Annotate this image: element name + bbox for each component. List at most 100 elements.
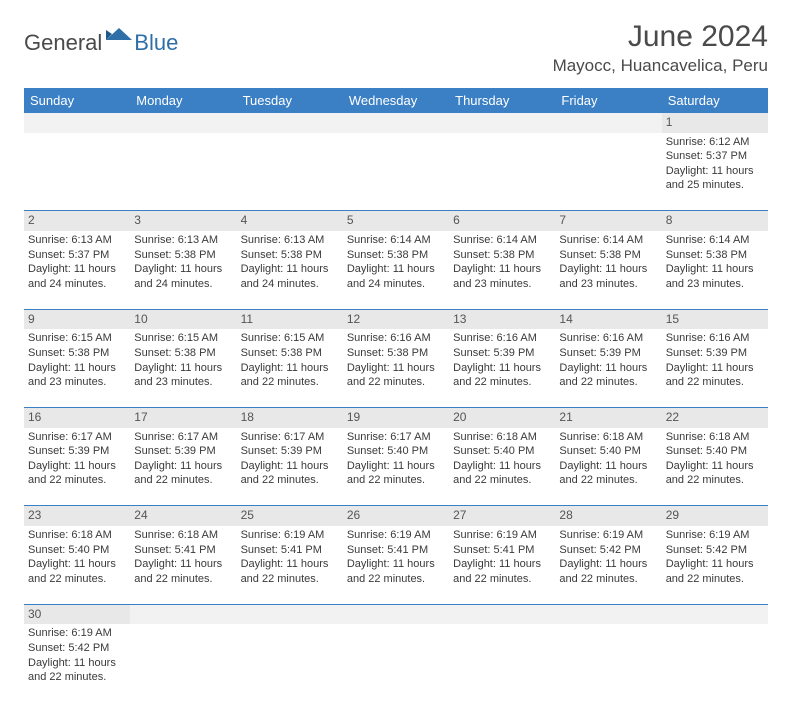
day-cell: [449, 624, 555, 702]
day-number: [24, 113, 130, 133]
day-header: Saturday: [662, 88, 768, 113]
week-row: Sunrise: 6:19 AM Sunset: 5:42 PM Dayligh…: [24, 624, 768, 702]
day-cell-content: Sunrise: 6:18 AM Sunset: 5:40 PM Dayligh…: [559, 430, 657, 488]
day-cell: [662, 624, 768, 702]
day-cell: [343, 133, 449, 211]
day-number: 17: [130, 407, 236, 427]
day-cell-content: Sunrise: 6:19 AM Sunset: 5:41 PM Dayligh…: [347, 528, 445, 586]
day-cell: Sunrise: 6:19 AM Sunset: 5:42 PM Dayligh…: [24, 624, 130, 702]
day-cell: [130, 624, 236, 702]
day-number: 20: [449, 407, 555, 427]
daynum-row: 30: [24, 604, 768, 624]
day-cell-content: Sunrise: 6:16 AM Sunset: 5:39 PM Dayligh…: [559, 331, 657, 389]
day-cell-content: Sunrise: 6:17 AM Sunset: 5:39 PM Dayligh…: [28, 430, 126, 488]
day-cell: Sunrise: 6:14 AM Sunset: 5:38 PM Dayligh…: [449, 231, 555, 309]
day-number: 4: [237, 211, 343, 231]
day-number: 5: [343, 211, 449, 231]
day-cell-content: Sunrise: 6:18 AM Sunset: 5:40 PM Dayligh…: [28, 528, 126, 586]
day-cell-content: Sunrise: 6:16 AM Sunset: 5:38 PM Dayligh…: [347, 331, 445, 389]
day-cell: [237, 624, 343, 702]
day-header: Sunday: [24, 88, 130, 113]
day-cell: [130, 133, 236, 211]
month-title: June 2024: [553, 20, 768, 54]
day-cell-content: Sunrise: 6:13 AM Sunset: 5:37 PM Dayligh…: [28, 233, 126, 291]
day-header: Monday: [130, 88, 236, 113]
day-number: 9: [24, 309, 130, 329]
day-cell: Sunrise: 6:13 AM Sunset: 5:38 PM Dayligh…: [130, 231, 236, 309]
day-cell-content: Sunrise: 6:17 AM Sunset: 5:39 PM Dayligh…: [134, 430, 232, 488]
day-header: Friday: [555, 88, 661, 113]
day-number: 30: [24, 604, 130, 624]
day-number: 6: [449, 211, 555, 231]
week-row: Sunrise: 6:18 AM Sunset: 5:40 PM Dayligh…: [24, 526, 768, 604]
logo-text-general: General: [24, 30, 102, 56]
week-row: Sunrise: 6:13 AM Sunset: 5:37 PM Dayligh…: [24, 231, 768, 309]
day-number: 23: [24, 506, 130, 526]
day-number: [343, 113, 449, 133]
daynum-row: 1: [24, 113, 768, 133]
day-cell: Sunrise: 6:16 AM Sunset: 5:39 PM Dayligh…: [662, 329, 768, 407]
day-number: 15: [662, 309, 768, 329]
day-number: 11: [237, 309, 343, 329]
day-number: 22: [662, 407, 768, 427]
day-cell-content: Sunrise: 6:14 AM Sunset: 5:38 PM Dayligh…: [559, 233, 657, 291]
day-cell-content: Sunrise: 6:13 AM Sunset: 5:38 PM Dayligh…: [134, 233, 232, 291]
day-number: [449, 604, 555, 624]
day-number: 1: [662, 113, 768, 133]
day-number: 28: [555, 506, 661, 526]
day-cell: [449, 133, 555, 211]
day-cell: Sunrise: 6:14 AM Sunset: 5:38 PM Dayligh…: [555, 231, 661, 309]
day-header-row: SundayMondayTuesdayWednesdayThursdayFrid…: [24, 88, 768, 113]
day-cell: [24, 133, 130, 211]
daynum-row: 16171819202122: [24, 407, 768, 427]
daynum-row: 9101112131415: [24, 309, 768, 329]
day-cell: Sunrise: 6:18 AM Sunset: 5:41 PM Dayligh…: [130, 526, 236, 604]
day-cell: Sunrise: 6:13 AM Sunset: 5:37 PM Dayligh…: [24, 231, 130, 309]
day-number: [237, 604, 343, 624]
day-cell: Sunrise: 6:17 AM Sunset: 5:40 PM Dayligh…: [343, 428, 449, 506]
day-cell: Sunrise: 6:16 AM Sunset: 5:39 PM Dayligh…: [449, 329, 555, 407]
day-cell-content: Sunrise: 6:18 AM Sunset: 5:41 PM Dayligh…: [134, 528, 232, 586]
day-cell: [237, 133, 343, 211]
day-cell: Sunrise: 6:19 AM Sunset: 5:41 PM Dayligh…: [343, 526, 449, 604]
day-cell: [555, 133, 661, 211]
day-number: [449, 113, 555, 133]
day-number: 27: [449, 506, 555, 526]
header: General Blue June 2024 Mayocc, Huancavel…: [24, 20, 768, 76]
day-cell: Sunrise: 6:19 AM Sunset: 5:41 PM Dayligh…: [449, 526, 555, 604]
day-cell-content: Sunrise: 6:18 AM Sunset: 5:40 PM Dayligh…: [666, 430, 764, 488]
week-row: Sunrise: 6:15 AM Sunset: 5:38 PM Dayligh…: [24, 329, 768, 407]
daynum-row: 23242526272829: [24, 506, 768, 526]
day-number: 21: [555, 407, 661, 427]
day-number: 10: [130, 309, 236, 329]
day-cell: Sunrise: 6:18 AM Sunset: 5:40 PM Dayligh…: [662, 428, 768, 506]
logo-text-blue: Blue: [134, 30, 178, 56]
day-cell-content: Sunrise: 6:17 AM Sunset: 5:39 PM Dayligh…: [241, 430, 339, 488]
logo: General Blue: [24, 26, 178, 59]
day-cell-content: Sunrise: 6:16 AM Sunset: 5:39 PM Dayligh…: [666, 331, 764, 389]
day-number: [343, 604, 449, 624]
day-number: 12: [343, 309, 449, 329]
day-cell-content: Sunrise: 6:14 AM Sunset: 5:38 PM Dayligh…: [666, 233, 764, 291]
day-header: Tuesday: [237, 88, 343, 113]
day-cell: Sunrise: 6:12 AM Sunset: 5:37 PM Dayligh…: [662, 133, 768, 211]
day-cell: Sunrise: 6:15 AM Sunset: 5:38 PM Dayligh…: [24, 329, 130, 407]
title-block: June 2024 Mayocc, Huancavelica, Peru: [553, 20, 768, 76]
day-number: [555, 604, 661, 624]
week-row: Sunrise: 6:12 AM Sunset: 5:37 PM Dayligh…: [24, 133, 768, 211]
day-number: 8: [662, 211, 768, 231]
day-number: 25: [237, 506, 343, 526]
day-cell-content: Sunrise: 6:19 AM Sunset: 5:42 PM Dayligh…: [28, 626, 126, 684]
day-cell: Sunrise: 6:16 AM Sunset: 5:38 PM Dayligh…: [343, 329, 449, 407]
day-cell: Sunrise: 6:18 AM Sunset: 5:40 PM Dayligh…: [24, 526, 130, 604]
day-number: [555, 113, 661, 133]
day-number: 13: [449, 309, 555, 329]
day-cell: [555, 624, 661, 702]
day-cell-content: Sunrise: 6:16 AM Sunset: 5:39 PM Dayligh…: [453, 331, 551, 389]
day-cell: Sunrise: 6:15 AM Sunset: 5:38 PM Dayligh…: [237, 329, 343, 407]
day-number: 3: [130, 211, 236, 231]
day-cell-content: Sunrise: 6:15 AM Sunset: 5:38 PM Dayligh…: [28, 331, 126, 389]
day-number: 26: [343, 506, 449, 526]
day-cell: Sunrise: 6:14 AM Sunset: 5:38 PM Dayligh…: [343, 231, 449, 309]
day-number: 16: [24, 407, 130, 427]
